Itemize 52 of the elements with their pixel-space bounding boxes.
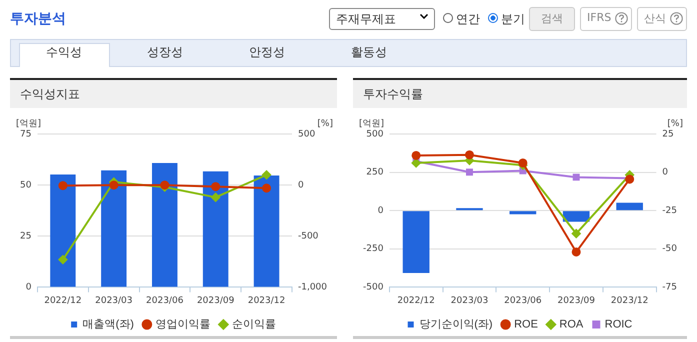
- legend-label: ROE: [514, 318, 538, 331]
- x-tick-label: 2023/03: [450, 296, 488, 306]
- legend-label: 당기순이익(좌): [419, 318, 493, 331]
- chart-title: 투자수익률: [353, 78, 687, 108]
- y2-tick-label: -500: [298, 231, 319, 242]
- y2-tick-label: -75: [662, 282, 678, 293]
- y2-tick-label: 0: [662, 168, 668, 178]
- x-tick-label: 2022/12: [44, 296, 82, 306]
- legend-label: ROA: [559, 318, 584, 331]
- chart-title: 수익성지표: [10, 78, 337, 108]
- x-tick-label: 2023/06: [504, 296, 542, 306]
- text: IFRS: [580, 7, 632, 31]
- text: 검색: [529, 7, 575, 31]
- x-tick-label: 2023/09: [558, 296, 596, 306]
- y-axis-title: [억원]: [16, 118, 42, 129]
- y-tick-label: 25: [20, 231, 32, 242]
- y-axis-title: [억원]: [359, 118, 384, 129]
- y-tick-label: 250: [366, 168, 384, 178]
- text: 활동성: [350, 44, 388, 61]
- x-tick-label: 2023/06: [146, 296, 184, 306]
- legend-label: 영업이익률: [155, 318, 210, 331]
- text: 분기: [501, 11, 525, 28]
- y-tick-label: 500: [366, 129, 384, 140]
- y2-tick-label: 25: [662, 129, 674, 140]
- text: 수익성: [45, 44, 83, 61]
- x-tick-label: 2023/12: [248, 296, 286, 306]
- x-tick-label: 2023/09: [196, 296, 235, 306]
- text: 투자분석: [10, 10, 66, 28]
- x-tick-label: 2023/03: [95, 296, 133, 306]
- y-tick-label: -500: [362, 282, 384, 293]
- x-tick-label: 2023/12: [610, 296, 648, 306]
- legend-label: ROIC: [604, 318, 632, 331]
- text: 주재무제표: [329, 8, 435, 30]
- legend-label: 매출액(좌): [82, 318, 134, 331]
- y-tick-label: 75: [20, 129, 32, 140]
- legend-label: 순이익률: [232, 318, 276, 331]
- y-tick-label: 0: [26, 282, 32, 293]
- y-tick-label: -250: [362, 244, 384, 254]
- text: 안정성: [248, 44, 286, 61]
- text: 연간: [456, 11, 480, 28]
- y2-axis-title: [%]: [667, 118, 683, 129]
- y2-tick-label: -1,000: [298, 282, 328, 293]
- y2-tick-label: 500: [298, 129, 316, 140]
- y2-tick-label: -25: [662, 206, 678, 216]
- text: 성장성: [146, 44, 184, 61]
- y2-tick-label: 0: [298, 180, 304, 190]
- y-tick-label: 0: [378, 206, 384, 216]
- y-tick-label: 50: [20, 180, 32, 190]
- y2-tick-label: -50: [662, 244, 678, 254]
- y2-axis-title: [%]: [317, 118, 333, 129]
- text: 산식: [637, 7, 687, 31]
- x-tick-label: 2022/12: [397, 296, 435, 306]
